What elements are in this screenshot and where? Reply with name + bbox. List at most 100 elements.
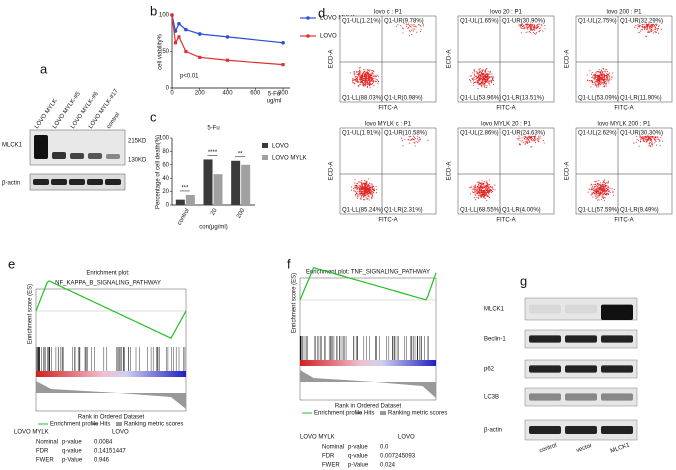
dot xyxy=(479,76,481,78)
dot xyxy=(363,69,365,71)
dot xyxy=(489,73,491,75)
plot-title: Enrichment plot: xyxy=(86,271,130,277)
dot xyxy=(359,67,361,69)
dot xyxy=(597,82,599,84)
dot xyxy=(475,192,477,194)
dot xyxy=(478,181,480,183)
band xyxy=(529,365,561,373)
dot xyxy=(518,139,520,141)
dot xyxy=(371,188,374,191)
dot xyxy=(372,186,374,188)
band xyxy=(34,135,48,159)
band xyxy=(565,304,597,314)
dot xyxy=(412,28,414,30)
dot xyxy=(362,187,364,189)
dot xyxy=(480,78,482,80)
band xyxy=(565,365,597,373)
dot xyxy=(594,184,596,186)
dot xyxy=(484,82,486,84)
dot xyxy=(371,77,373,79)
dot xyxy=(373,75,375,77)
dot xyxy=(359,73,361,75)
dot xyxy=(649,28,651,30)
group-label: LOVO MYLK xyxy=(14,430,49,436)
dot xyxy=(372,75,374,77)
x-axis-label: con(μg/ml) xyxy=(199,225,227,231)
dot xyxy=(657,136,659,138)
dot xyxy=(402,140,404,142)
dot xyxy=(538,138,540,140)
dot xyxy=(367,74,369,76)
dot xyxy=(529,28,532,30)
dot xyxy=(488,196,491,199)
dot xyxy=(482,182,484,184)
dot xyxy=(591,189,593,191)
dot xyxy=(535,33,537,35)
dot xyxy=(598,80,600,82)
dot xyxy=(528,26,530,28)
legend-swatch xyxy=(380,411,386,415)
dot xyxy=(484,196,486,198)
dot xyxy=(489,84,491,86)
dot xyxy=(487,82,489,84)
dot xyxy=(376,192,378,194)
dot xyxy=(357,196,359,198)
dot xyxy=(488,190,490,192)
dot xyxy=(531,146,533,148)
dot xyxy=(488,194,490,196)
dot xyxy=(481,190,483,192)
marker xyxy=(177,21,181,26)
dot xyxy=(486,81,488,83)
dot xyxy=(358,78,361,80)
dot xyxy=(604,183,606,185)
dot xyxy=(484,74,486,76)
dot xyxy=(604,86,606,88)
dot xyxy=(599,182,601,184)
dot xyxy=(605,83,607,85)
dot xyxy=(476,78,478,80)
quadrant-label: Q1-UL(2.62%) xyxy=(578,131,617,137)
dot xyxy=(600,192,603,194)
dot xyxy=(473,197,475,199)
dot xyxy=(360,75,362,77)
dot xyxy=(649,139,651,141)
dot xyxy=(532,23,534,25)
dot xyxy=(485,181,487,183)
dot xyxy=(356,186,358,188)
dot xyxy=(366,188,368,190)
dot xyxy=(486,191,488,193)
stat-value: 0.0084 xyxy=(94,440,113,446)
axis-label: ECD-A xyxy=(565,50,571,69)
dot xyxy=(470,75,473,77)
dot xyxy=(418,24,420,26)
dot xyxy=(358,190,361,192)
band xyxy=(70,153,84,159)
dot xyxy=(368,75,370,77)
dot xyxy=(591,188,593,190)
dot xyxy=(607,80,609,82)
dot xyxy=(365,74,367,76)
dot xyxy=(603,188,605,190)
bar xyxy=(213,174,223,205)
dot xyxy=(372,73,374,75)
dot xyxy=(411,29,413,31)
dot xyxy=(364,193,366,195)
dot xyxy=(591,185,594,187)
band xyxy=(52,152,66,159)
x-tick-label: 600 xyxy=(250,91,261,97)
dot xyxy=(658,27,660,30)
dot xyxy=(370,80,372,82)
legend-label: Enrichment profile xyxy=(314,411,363,417)
dot xyxy=(487,187,489,189)
legend-swatch xyxy=(262,143,268,148)
dot xyxy=(649,142,651,144)
dot xyxy=(537,138,539,140)
dot xyxy=(409,25,411,27)
dot xyxy=(606,75,608,77)
stat-kind: p-value xyxy=(348,445,368,451)
dot xyxy=(358,81,360,83)
dot xyxy=(488,81,490,83)
dot xyxy=(638,26,640,28)
dot-cloud xyxy=(349,23,425,89)
dot xyxy=(598,77,600,79)
